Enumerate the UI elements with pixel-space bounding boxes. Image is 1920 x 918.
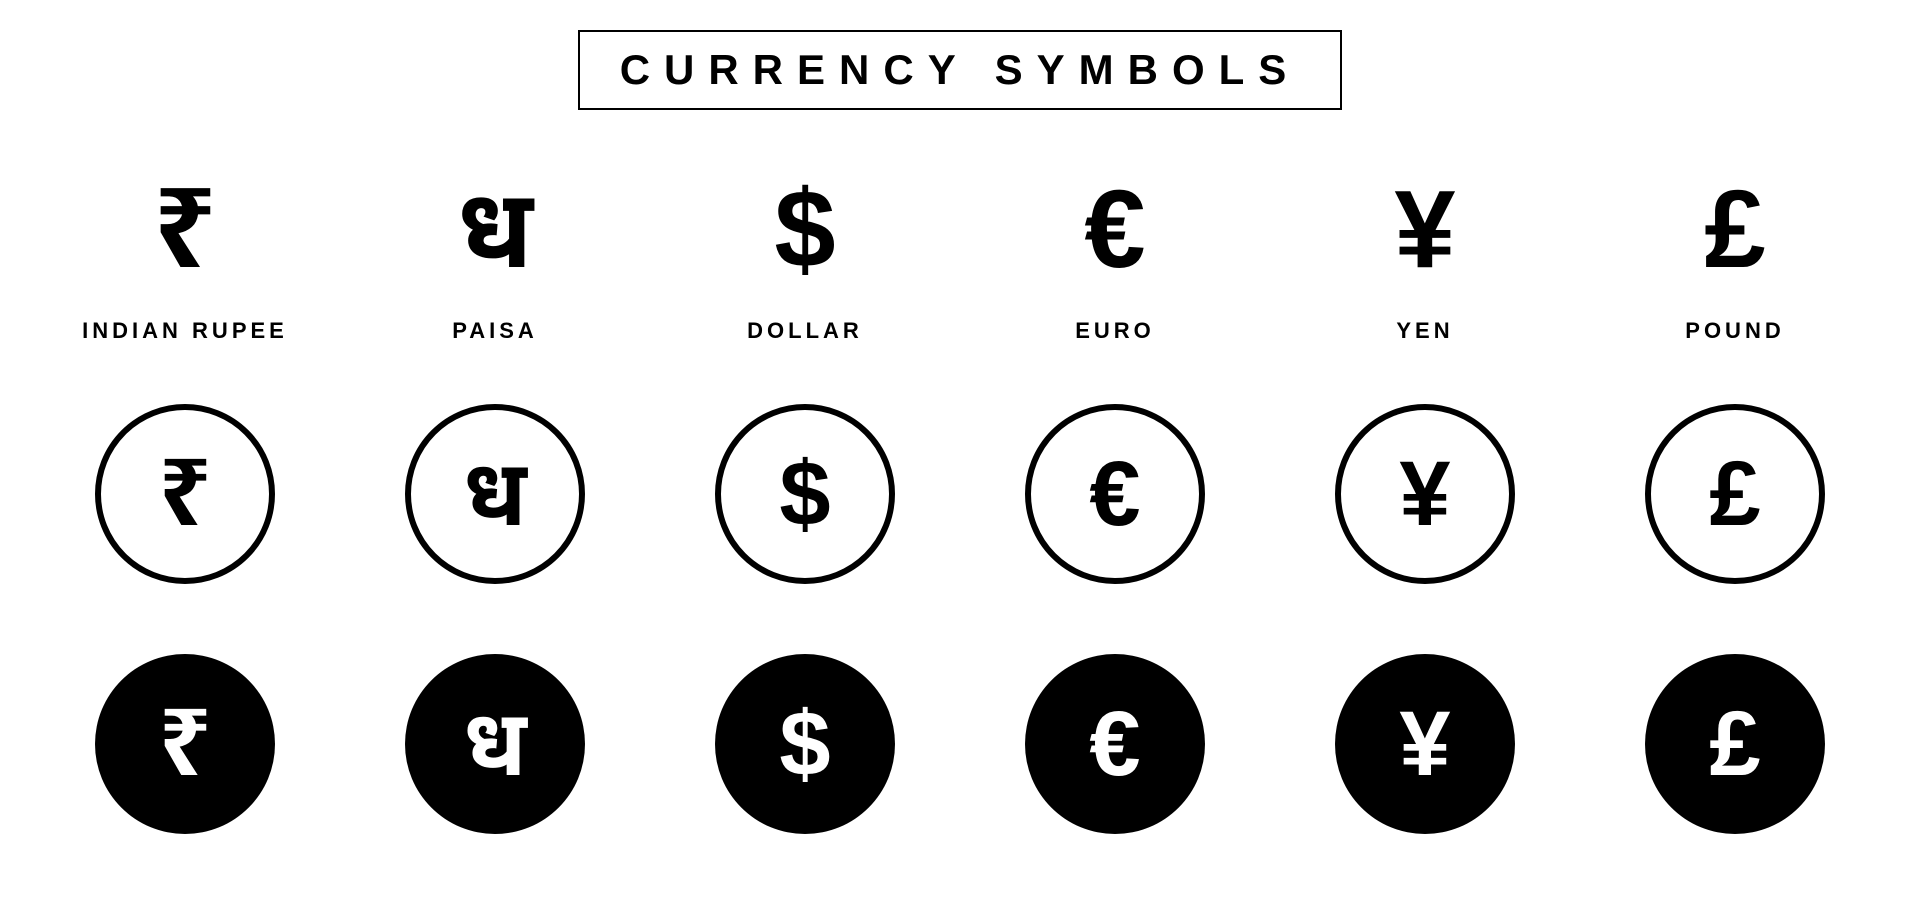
currency-grid: ₹ INDIAN RUPEE ₹ ₹ ध PAISA ध ध	[40, 160, 1880, 834]
currency-column: ध PAISA ध ध	[350, 160, 640, 834]
euro-glyph: €	[1089, 698, 1140, 790]
pound-circle-outline-icon: £	[1645, 404, 1825, 584]
currency-column: ₹ INDIAN RUPEE ₹ ₹	[40, 160, 330, 834]
currency-label: POUND	[1685, 318, 1784, 344]
rupee-circle-filled-icon: ₹	[95, 654, 275, 834]
currency-label: INDIAN RUPEE	[82, 318, 288, 344]
rupee-glyph: ₹	[159, 448, 212, 540]
euro-glyph: €	[1089, 448, 1140, 540]
pound-icon: £	[1704, 160, 1765, 300]
currency-label: DOLLAR	[747, 318, 863, 344]
euro-circle-outline-icon: €	[1025, 404, 1205, 584]
currency-label: PAISA	[452, 318, 538, 344]
pound-glyph: £	[1709, 698, 1760, 790]
page-title: CURRENCY SYMBOLS	[578, 30, 1343, 110]
euro-icon: €	[1084, 160, 1145, 300]
rupee-circle-outline-icon: ₹	[95, 404, 275, 584]
paisa-glyph: ध	[457, 175, 533, 285]
dollar-circle-outline-icon: $	[715, 404, 895, 584]
euro-circle-filled-icon: €	[1025, 654, 1205, 834]
dollar-glyph: $	[774, 175, 835, 285]
paisa-glyph: ध	[463, 698, 526, 790]
yen-icon: ¥	[1394, 160, 1455, 300]
currency-label: YEN	[1396, 318, 1453, 344]
dollar-icon: $	[774, 160, 835, 300]
dollar-glyph: $	[779, 448, 830, 540]
currency-column: £ POUND £ £	[1590, 160, 1880, 834]
currency-column: ¥ YEN ¥ ¥	[1280, 160, 1570, 834]
yen-circle-outline-icon: ¥	[1335, 404, 1515, 584]
currency-symbols-page: CURRENCY SYMBOLS ₹ INDIAN RUPEE ₹ ₹ ध PA…	[0, 0, 1920, 918]
pound-glyph: £	[1709, 448, 1760, 540]
rupee-glyph: ₹	[159, 698, 212, 790]
paisa-icon: ध	[457, 160, 533, 300]
yen-glyph: ¥	[1399, 698, 1450, 790]
currency-label: EURO	[1075, 318, 1155, 344]
currency-column: $ DOLLAR $ $	[660, 160, 950, 834]
yen-glyph: ¥	[1399, 448, 1450, 540]
paisa-circle-outline-icon: ध	[405, 404, 585, 584]
paisa-circle-filled-icon: ध	[405, 654, 585, 834]
currency-column: € EURO € €	[970, 160, 1260, 834]
pound-circle-filled-icon: £	[1645, 654, 1825, 834]
euro-glyph: €	[1084, 175, 1145, 285]
rupee-glyph: ₹	[154, 175, 217, 285]
paisa-glyph: ध	[463, 448, 526, 540]
yen-glyph: ¥	[1394, 175, 1455, 285]
rupee-icon: ₹	[154, 160, 217, 300]
dollar-circle-filled-icon: $	[715, 654, 895, 834]
pound-glyph: £	[1704, 175, 1765, 285]
dollar-glyph: $	[779, 698, 830, 790]
yen-circle-filled-icon: ¥	[1335, 654, 1515, 834]
